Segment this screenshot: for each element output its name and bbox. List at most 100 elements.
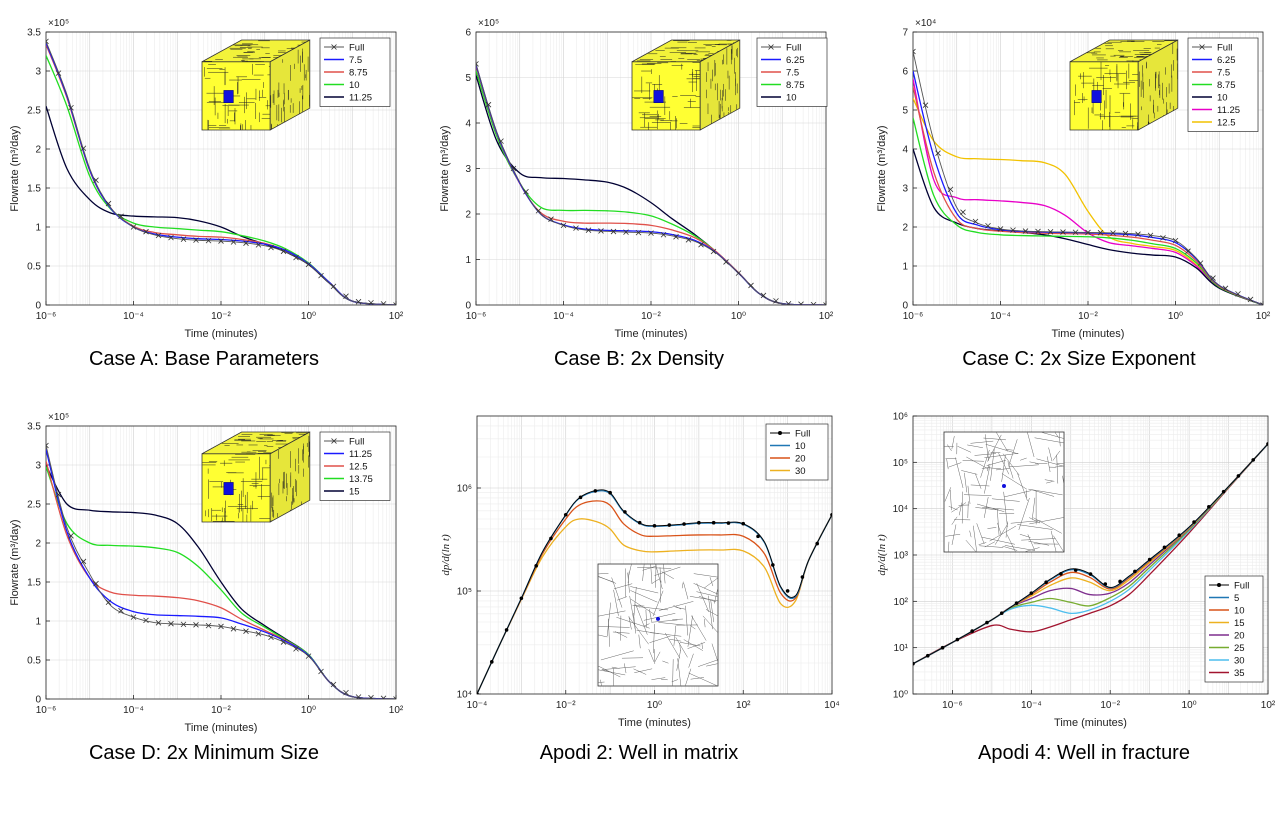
y-tick-label: 10⁴: [457, 690, 472, 701]
marker-x: [748, 282, 754, 289]
legend-entry: 20: [795, 454, 806, 465]
y-tick-label: 3: [35, 461, 41, 472]
series-markers-Full: [913, 442, 1268, 666]
marker-x: [1135, 231, 1141, 237]
marker-x: [510, 165, 517, 172]
marker-dot: [1177, 533, 1182, 538]
marker-x: [685, 237, 692, 243]
marker-x: [1097, 229, 1104, 236]
y-multiplier: ×10⁴: [915, 18, 936, 29]
marker-x: [93, 177, 99, 183]
y-tick-label: 10⁵: [893, 458, 908, 469]
marker-x: [393, 696, 396, 699]
marker-x: [168, 620, 174, 627]
x-tick-label: 10⁻⁶: [36, 311, 57, 322]
marker-dot: [563, 512, 568, 517]
legend-entry: 10: [349, 80, 360, 91]
x-tick-label: 10⁻⁶: [36, 705, 57, 716]
marker-x: [1235, 291, 1241, 297]
marker-dot: [578, 495, 583, 500]
x-tick-label: 10⁰: [1168, 311, 1183, 322]
legend-entry: 8.75: [1217, 80, 1236, 91]
series-group: [476, 61, 826, 305]
x-tick-label: 10⁰: [301, 705, 316, 716]
marker-x: [305, 261, 312, 268]
cube-side-face: [1137, 39, 1179, 131]
marker-x: [1185, 248, 1191, 254]
marker-dot: [711, 520, 716, 525]
cube-inset: [201, 431, 311, 523]
x-tick-label: 10⁰: [731, 311, 746, 322]
y-tick-label: 0.5: [27, 262, 41, 273]
marker-x: [105, 200, 112, 207]
well-dot: [656, 616, 660, 621]
marker-dot: [940, 645, 945, 650]
caption-apodi-4: Apodi 4: Well in fracture: [978, 742, 1190, 764]
series-markers-Full: [46, 442, 396, 699]
marker-dot: [1251, 458, 1256, 462]
y-multiplier: ×10⁵: [48, 18, 69, 29]
marker-x: [55, 491, 62, 498]
x-ticks: 10⁻⁶ 10⁻⁴ 10⁻² 10⁰ 10²: [36, 301, 404, 322]
marker-x: [723, 259, 729, 265]
y-tick-label: 2: [35, 145, 41, 156]
marker-x: [913, 48, 916, 55]
marker-x: [143, 228, 149, 235]
x-tick-label: 10⁻²: [556, 700, 576, 711]
cube-inset: [631, 39, 741, 131]
marker-x: [355, 298, 362, 305]
marker-dot: [756, 534, 760, 539]
well-block: [223, 90, 234, 103]
marker-dot: [1014, 601, 1019, 605]
legend-entry: 6.25: [1217, 55, 1236, 66]
well-dot: [1002, 484, 1006, 488]
marker-x: [130, 224, 137, 230]
x-tick-label: 10⁻⁴: [123, 311, 144, 322]
marker-x: [105, 599, 112, 606]
marker-x: [735, 270, 742, 276]
series-line-Full: [46, 445, 396, 699]
well-block: [223, 482, 234, 495]
x-tick-label: 10²: [389, 311, 404, 322]
caption-apodi-2: Apodi 2: Well in matrix: [539, 742, 739, 764]
y-tick-label: 1.5: [27, 184, 41, 195]
marker-x: [318, 272, 324, 279]
marker-x: [560, 222, 567, 229]
marker-x: [355, 694, 362, 699]
legend-marker: [331, 438, 337, 444]
marker-dot: [593, 489, 598, 493]
marker-dot: [800, 575, 805, 579]
series-line-30: [477, 514, 832, 694]
marker-x: [80, 145, 87, 152]
marker-dot: [623, 510, 627, 514]
marker-dot: [1236, 474, 1241, 478]
cube-texture: [1073, 40, 1178, 130]
marker-x: [635, 229, 642, 236]
x-tick-label: 10⁻²: [1078, 311, 1098, 322]
x-axis-label: Time (minutes): [618, 717, 691, 729]
legend-marker: [1199, 44, 1205, 50]
marker-x: [230, 626, 237, 632]
marker-x: [485, 101, 492, 108]
marker-x: [218, 238, 224, 244]
marker-dot: [985, 620, 989, 625]
marker-dot: [970, 629, 974, 633]
marker-x: [1010, 227, 1016, 233]
marker-x: [947, 186, 954, 193]
marker-x: [1197, 260, 1204, 266]
fracture-map-inset: [597, 563, 719, 687]
legend-entry: 30: [1234, 656, 1245, 667]
well-block: [1091, 90, 1102, 103]
x-tick-label: 10⁻⁴: [467, 700, 488, 711]
marker-x: [143, 617, 149, 624]
marker-x: [773, 298, 779, 304]
marker-x: [798, 301, 804, 305]
y-ticks: 0 0.5 1 1.5 2 2.5 3 3.5: [27, 28, 50, 312]
y-tick-label: 2: [465, 210, 471, 221]
caption-case-c: Case C: 2x Size Exponent: [962, 348, 1196, 370]
series-line-35: [913, 443, 1268, 665]
marker-dot: [1088, 572, 1093, 576]
marker-dot: [1266, 442, 1268, 446]
